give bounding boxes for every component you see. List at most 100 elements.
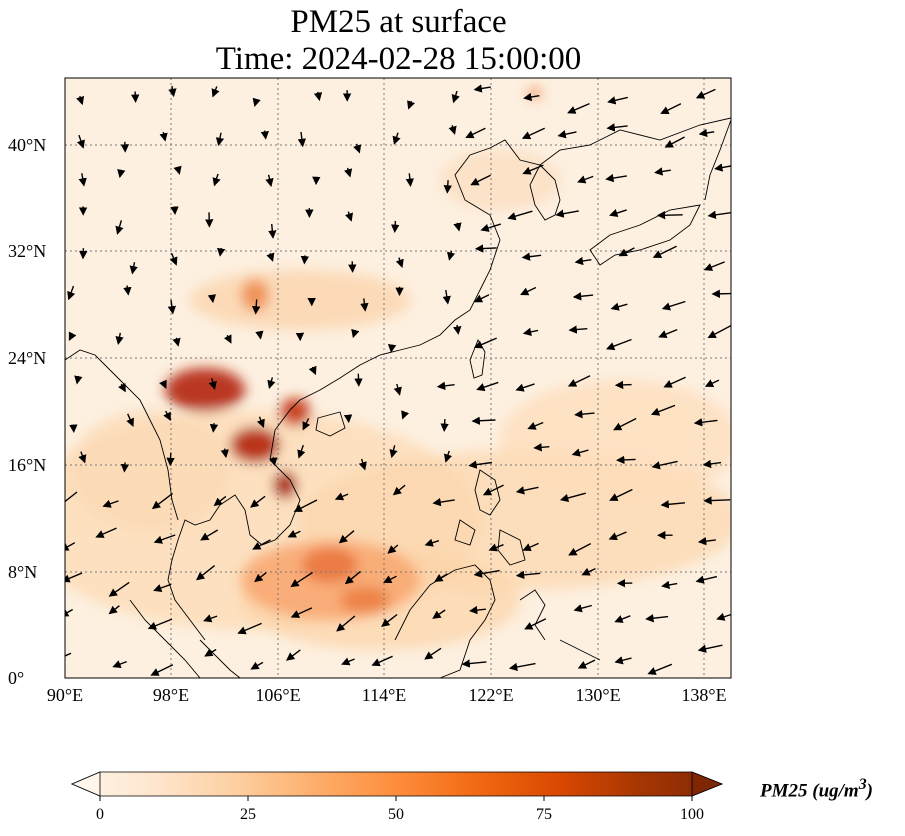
wind-arrow <box>95 527 117 538</box>
wind-arrow <box>344 570 361 585</box>
wind-arrow <box>216 247 226 257</box>
wind-arrow <box>172 337 181 347</box>
wind-arrow <box>250 495 266 508</box>
wind-arrow <box>448 125 457 135</box>
wind-arrow <box>577 175 594 184</box>
wind-arrow <box>389 445 398 459</box>
y-tick-24n: 24°N <box>8 348 47 368</box>
wind-arrow <box>196 565 216 581</box>
wind-arrow <box>697 536 716 546</box>
wind-arrow <box>442 289 451 305</box>
wind-arrow <box>268 223 277 239</box>
wind-arrow <box>115 332 124 345</box>
wind-arrow <box>115 220 124 235</box>
wind-arrow <box>129 262 138 275</box>
wind-arrow <box>473 569 500 578</box>
wind-arrow <box>65 652 72 657</box>
wind-arrow <box>616 455 636 465</box>
wind-arrow <box>223 334 232 344</box>
wind-arrow <box>567 102 590 114</box>
wind-arrow <box>651 460 678 470</box>
wind-arrow <box>581 567 596 576</box>
wind-arrow <box>220 448 229 459</box>
wind-arrow <box>515 383 535 392</box>
wind-arrow <box>664 136 685 148</box>
wind-arrow <box>608 531 627 541</box>
wind-arrow <box>465 127 486 139</box>
wind-arrow <box>703 496 731 505</box>
wind-arrow <box>169 253 178 266</box>
wind-arrow <box>461 659 487 668</box>
wind-arrow <box>260 130 269 140</box>
wind-arrow <box>252 97 261 107</box>
wind-arrow <box>571 448 589 457</box>
wind-arrow <box>334 492 349 501</box>
wind-arrow <box>424 538 440 547</box>
x-tick-114e: 114°E <box>361 685 407 705</box>
wind-arrow <box>440 419 449 432</box>
wind-arrow <box>471 416 496 425</box>
wind-arrow <box>573 604 592 613</box>
wind-arrow <box>654 167 671 176</box>
wind-arrow <box>215 132 225 147</box>
wind-arrow <box>255 330 264 340</box>
wind-arrow <box>74 375 83 385</box>
wind-arrow <box>358 458 367 471</box>
wind-arrow <box>469 605 486 615</box>
wind-arrow <box>293 499 318 512</box>
wind-arrow <box>313 91 323 102</box>
wind-arrow <box>153 534 176 544</box>
y-tick-40n: 40°N <box>8 135 47 155</box>
wind-arrow <box>714 163 731 172</box>
x-tick-130e: 130°E <box>575 685 621 705</box>
wind-arrow <box>697 644 723 653</box>
wind-arrow <box>123 285 132 296</box>
wind-arrow <box>67 285 76 301</box>
wind-arrow <box>78 173 87 187</box>
x-tick-98e: 98°E <box>152 685 190 705</box>
wind-arrow <box>507 210 533 221</box>
wind-arrow <box>252 299 261 315</box>
wind-arrow <box>468 460 492 469</box>
wind-arrow <box>447 250 456 261</box>
wind-arrow <box>614 656 632 665</box>
wind-arrow <box>387 544 399 554</box>
wind-arrow <box>606 123 628 132</box>
wind-arrow <box>660 500 686 509</box>
wind-arrow <box>527 421 544 430</box>
wind-arrow <box>434 573 448 582</box>
wind-arrow <box>285 649 301 661</box>
wind-arrow <box>432 609 446 619</box>
wind-arrow <box>476 381 499 392</box>
wind-arrow <box>610 302 628 311</box>
wind-arrow <box>663 376 686 388</box>
wind-arrow <box>614 380 632 390</box>
wind-arrow <box>661 300 686 311</box>
wind-arrow <box>695 88 716 99</box>
wind-arrow <box>522 164 544 175</box>
wind-arrow <box>78 451 87 464</box>
wind-arrow <box>607 96 628 105</box>
wind-arrow <box>213 495 227 507</box>
wind-arrow <box>117 169 126 179</box>
wind-arrow <box>695 575 718 584</box>
wind-arrow <box>344 167 353 178</box>
wind-arrow <box>707 210 731 219</box>
wind-arrow <box>520 286 537 296</box>
wind-arrow <box>266 252 275 262</box>
wind-arrow <box>168 85 177 98</box>
wind-arrow <box>453 324 462 335</box>
wind-arrow <box>151 492 174 510</box>
y-tick-32n: 32°N <box>8 241 47 261</box>
wind-arrow <box>290 571 313 588</box>
wind-arrow <box>443 450 453 463</box>
map-title: PM25 at surface <box>290 4 507 40</box>
wind-arrow <box>302 418 311 431</box>
wind-arrow <box>443 180 452 194</box>
x-tick-122e: 122°E <box>468 685 514 705</box>
wind-arrow <box>574 256 592 266</box>
wind-arrow <box>703 261 725 271</box>
wind-arrow <box>474 244 497 253</box>
wind-arrow <box>112 660 127 669</box>
